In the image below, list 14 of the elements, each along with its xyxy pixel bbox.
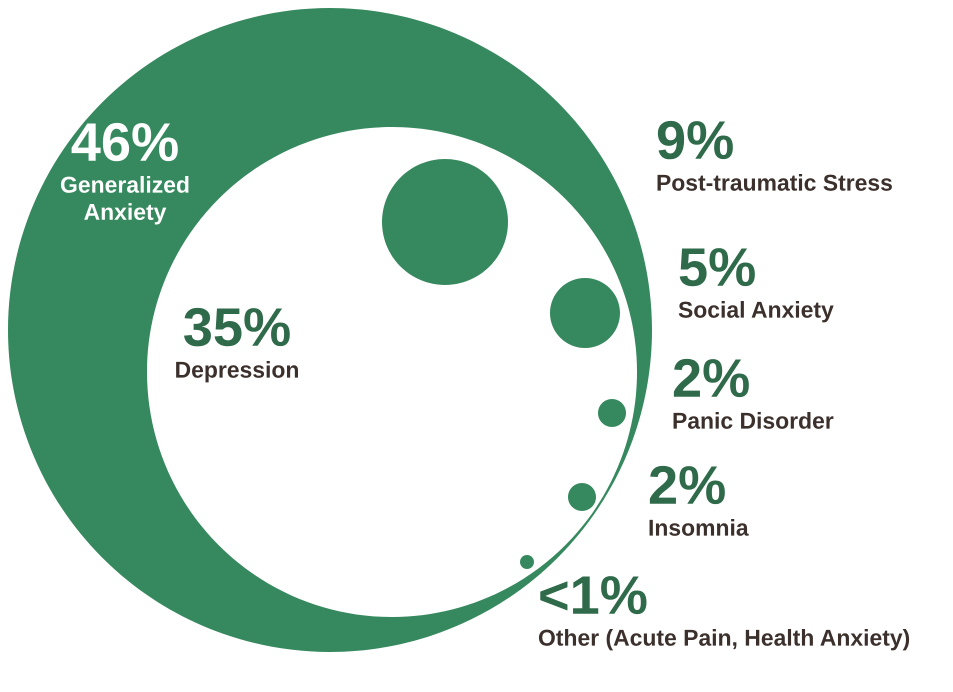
category-label: Generalized Anxiety	[60, 176, 188, 225]
category-label: Insomnia	[650, 519, 749, 536]
data-label: 35%	[184, 308, 290, 346]
category-label: Other (Acute Pain, Health Anxiety)	[538, 629, 910, 650]
data-label: 2%	[674, 358, 749, 398]
category-label: Social Anxiety	[678, 301, 834, 322]
data-label: <1%	[540, 576, 646, 614]
category-label: Post-traumatic Stress	[658, 174, 892, 191]
category-label: Panic Disorder	[674, 412, 834, 429]
data-label: 9%	[658, 120, 733, 160]
data-label: 5%	[680, 248, 755, 286]
data-label: 46%	[72, 122, 178, 162]
category-label: Depression	[176, 361, 298, 382]
data-label: 2%	[650, 466, 725, 504]
